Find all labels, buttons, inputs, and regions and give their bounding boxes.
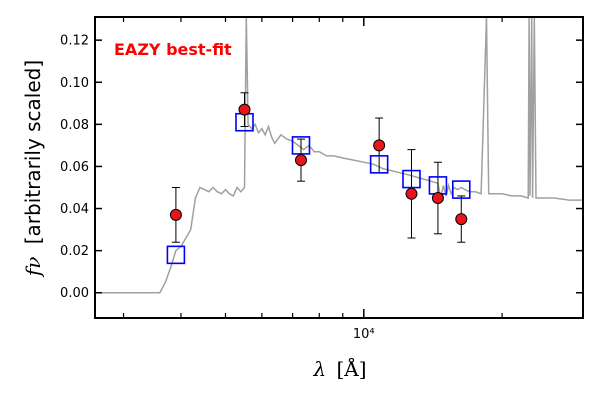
y-tick-label: 0.12 [60, 34, 89, 49]
y-axis-text: [arbitrarily scaled] [21, 60, 45, 244]
model-box [451, 180, 471, 199]
observed-point [405, 187, 418, 200]
y-tick-labels: 0.00 0.02 0.04 0.06 0.08 0.10 0.12 [60, 34, 89, 302]
x-axis-symbol: λ [312, 357, 326, 381]
x-axis-label: λ [Å] [312, 356, 366, 381]
sed-layer [95, 17, 583, 294]
model-box [402, 169, 421, 189]
x-tick-labels: 10⁴ [353, 327, 375, 342]
y-tick-label: 0.00 [60, 286, 89, 301]
model-box [369, 155, 389, 174]
observed-point [431, 192, 444, 205]
observed-point [238, 103, 251, 116]
observed-point [455, 213, 468, 226]
legend-annotation: EAZY best-fit [114, 40, 232, 59]
sed-line [95, 17, 583, 294]
y-tick-label: 0.10 [60, 76, 89, 91]
y-tick-label: 0.02 [60, 244, 89, 259]
model-box [166, 245, 186, 265]
observed-point [169, 208, 182, 221]
y-axis-symbol: fν [21, 257, 45, 279]
errorbar-layer [171, 92, 466, 243]
y-tick-label: 0.06 [60, 160, 89, 175]
model-photometry-layer [166, 112, 471, 265]
x-axis-unit: [Å] [336, 356, 366, 381]
model-box [291, 136, 311, 155]
y-tick-label: 0.04 [60, 202, 89, 217]
x-tick-label: 10⁴ [353, 327, 375, 342]
observed-point [294, 154, 307, 167]
y-axis-label: fν [arbitrarily scaled] [21, 60, 45, 278]
observed-photometry-layer [169, 103, 468, 226]
plot-frame [94, 16, 584, 319]
y-tick-label: 0.08 [60, 118, 89, 133]
observed-point [373, 139, 386, 152]
